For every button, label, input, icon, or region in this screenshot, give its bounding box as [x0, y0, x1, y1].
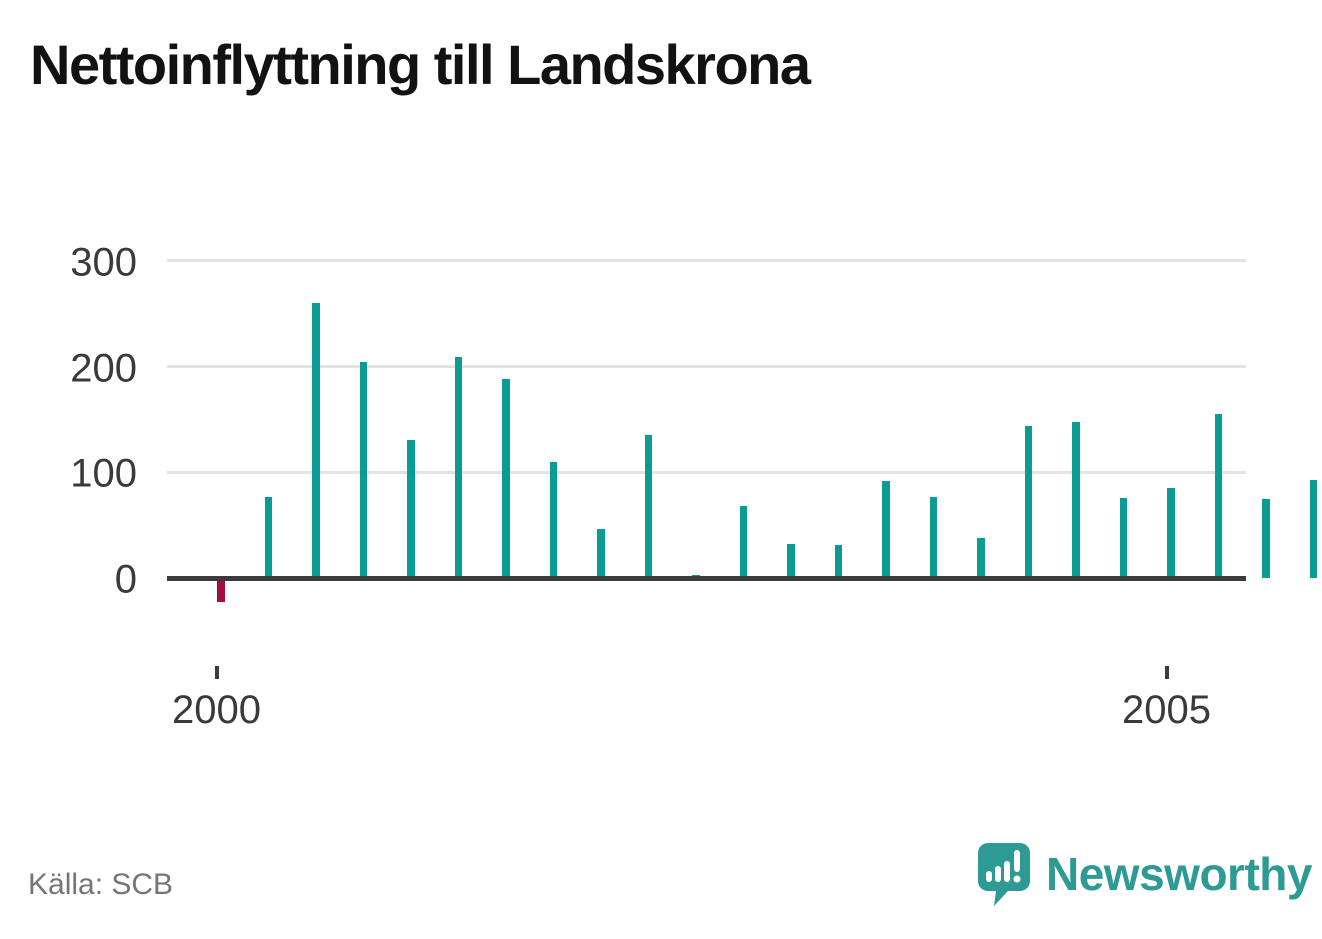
- y-tick-label-300: 300: [70, 240, 137, 285]
- bar-2005q4: [1309, 479, 1318, 578]
- bar-2003q4: [929, 496, 938, 578]
- bar-2005q3: [1262, 498, 1270, 578]
- y-tick-label-100: 100: [70, 451, 137, 496]
- bar-2001q3: [502, 379, 510, 578]
- bar-2005q2: [1214, 414, 1223, 578]
- chart-title: Nettoinflyttning till Landskrona: [30, 33, 811, 96]
- bar-2003q1: [787, 544, 795, 578]
- gridline-100: [167, 470, 1246, 474]
- bar-2004q1: [977, 537, 985, 578]
- bar-2000q4: [359, 362, 368, 578]
- bar-2000q1: [217, 578, 225, 603]
- bar-2001q2: [454, 357, 463, 578]
- bar-2004q4: [1119, 497, 1128, 578]
- x-tick-2005: [1164, 666, 1169, 679]
- bar-2001q4: [549, 461, 558, 578]
- bar-2003q3: [882, 480, 890, 578]
- bar-2004q2: [1024, 425, 1033, 578]
- newsworthy-logo-icon: [978, 843, 1030, 907]
- bar-2000q2: [264, 496, 273, 578]
- bar-2004q3: [1072, 421, 1080, 578]
- bar-2002q4: [739, 506, 748, 578]
- bar-2001q1: [407, 439, 415, 578]
- bar-2005q1: [1167, 488, 1175, 578]
- x-axis-line: [167, 575, 1246, 581]
- bar-2003q2: [834, 545, 843, 578]
- y-tick-label-0: 0: [114, 557, 137, 602]
- x-tick-2000: [214, 666, 219, 679]
- newsworthy-logo: Newsworthy: [978, 843, 1312, 907]
- x-tick-label-2005: 2005: [1122, 688, 1211, 732]
- gridline-200: [167, 365, 1246, 369]
- gridline-300: [167, 259, 1246, 263]
- x-tick-label-2000: 2000: [172, 688, 261, 732]
- source-note: Källa: SCB: [28, 868, 174, 901]
- newsworthy-wordmark: Newsworthy: [1046, 848, 1312, 900]
- bar-2002q1: [597, 529, 605, 578]
- bar-2000q3: [312, 303, 320, 578]
- bar-2002q2: [644, 435, 653, 578]
- y-tick-label-200: 200: [70, 346, 137, 391]
